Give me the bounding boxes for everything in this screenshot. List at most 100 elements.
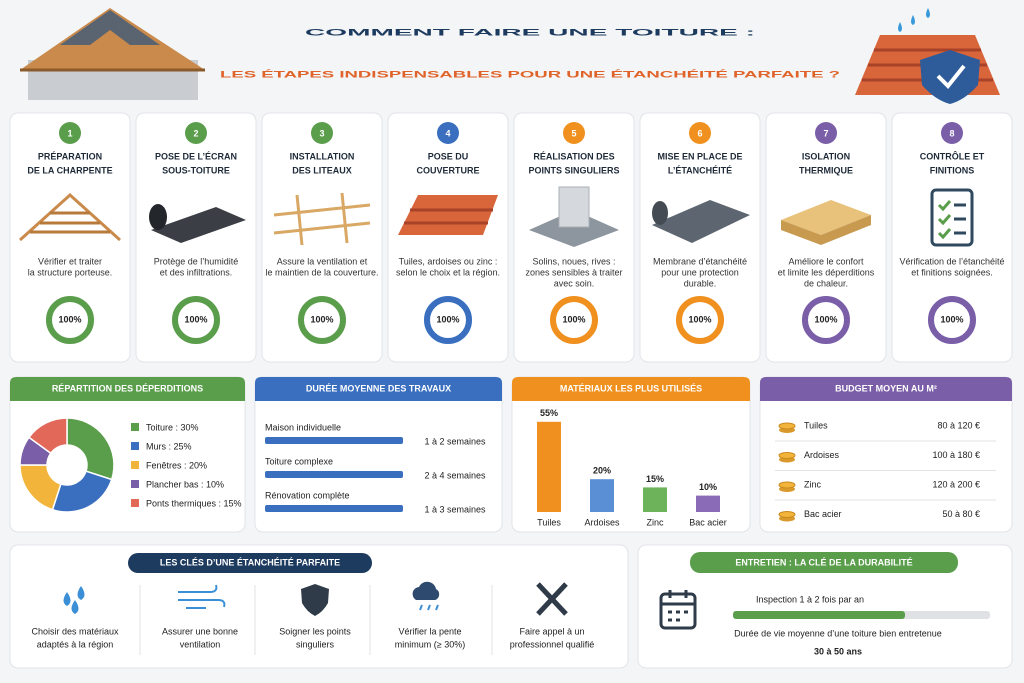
step-illustration (937, 200, 952, 212)
step-description: avec soin. (554, 278, 595, 288)
step-number: 2 (193, 128, 198, 138)
legend-label: Ponts thermiques : 15% (146, 498, 242, 508)
pie-slice (66, 417, 115, 481)
step-number: 7 (823, 128, 828, 138)
budget-price: 100 à 180 € (932, 450, 980, 460)
key-text: Assurer une bonne (162, 626, 238, 636)
step-card: 4 POSE DU COUVERTURE Tuiles, ardoises ou zi… (387, 112, 509, 363)
progress-ring (676, 296, 724, 344)
pie-slice (27, 417, 68, 455)
progress-ring (550, 296, 598, 344)
step-illustration (529, 210, 619, 247)
step-badge (941, 122, 963, 144)
shield (301, 584, 329, 616)
key-text: singuliers (296, 639, 335, 649)
progress-ring (172, 296, 220, 344)
key-icon (412, 581, 440, 611)
step-description: pour une protection (661, 267, 739, 277)
step-illustration (404, 208, 493, 225)
bar (590, 479, 614, 512)
drop (71, 600, 79, 614)
progress-label: 100% (814, 314, 837, 324)
step-description: Tuiles, ardoises ou zinc : (399, 256, 498, 266)
drop (77, 586, 85, 600)
step-title: COUVERTURE (416, 165, 479, 175)
bar (537, 421, 561, 512)
x-tick-label: Zinc (646, 517, 664, 527)
pill (128, 553, 372, 573)
key-icon (301, 584, 329, 616)
card (387, 112, 509, 363)
bar-value-label: 10% (699, 482, 717, 492)
panel-header (10, 377, 245, 401)
duration-value: 1 à 2 semaines (424, 436, 486, 446)
budget-material: Bac acier (804, 509, 842, 519)
progress-ring (928, 296, 976, 344)
step-card: 6 MISE EN PLACE DE L’ÉTANCHÉITÉ Membrane d’… (639, 112, 761, 363)
roof-illustration (20, 8, 205, 100)
bar (643, 487, 667, 512)
step-title: INSTALLATION (290, 151, 355, 161)
step-title: PRÉPARATION (38, 151, 102, 161)
x-tick-label: Bac acier (689, 517, 727, 527)
step-description: et des infiltrations. (160, 267, 233, 277)
coin-icon (778, 511, 796, 518)
step-card: 7 ISOLATION THERMIQUE Améliore le confortet… (765, 112, 887, 363)
progress-label: 100% (184, 314, 207, 324)
legend-swatch (131, 499, 139, 507)
duration-label: Toiture complexe (265, 456, 333, 466)
duration-bar (265, 505, 403, 512)
lifespan-caption: Durée de vie moyenne d’une toiture bien … (734, 628, 942, 638)
legend-label: Fenêtres : 20% (146, 460, 207, 470)
bar (696, 495, 720, 512)
calendar-icon (661, 590, 695, 622)
wind (178, 584, 226, 609)
budget-material: Ardoises (804, 450, 840, 460)
step-title: SOUS-TOITURE (162, 165, 230, 175)
legend-swatch (131, 423, 139, 431)
step-description: Assure la ventilation et (277, 256, 368, 266)
step-description: le maintien de la couverture. (265, 267, 378, 277)
inspection: Inspection 1 à 2 fois par an (756, 594, 864, 604)
step-description: selon le choix et la région. (396, 267, 500, 277)
duration-value: 1 à 3 semaines (424, 504, 486, 514)
x-tick-label: Ardoises (584, 517, 620, 527)
step-description: de chaleur. (804, 278, 848, 288)
drop (63, 592, 71, 606)
budget-price: 120 à 200 € (932, 479, 980, 489)
key-text: Vérifier la pente (398, 626, 461, 636)
bar-value-label: 15% (646, 474, 664, 484)
step-description: Membrane d’étanchéité (653, 256, 747, 266)
step-illustration (149, 204, 167, 230)
step-title: RÉALISATION DES (533, 151, 614, 161)
legend-label: Murs : 25% (146, 441, 192, 451)
pill (690, 552, 958, 573)
step-title: L’ÉTANCHÉITÉ (668, 165, 732, 175)
step-illustration (652, 200, 750, 243)
duration-value: 2 à 4 semaines (424, 470, 486, 480)
step-illustration (398, 195, 498, 235)
step-badge (563, 122, 585, 144)
step-title: POSE DE L’ÉCRAN (155, 151, 237, 161)
coin-icon (778, 481, 796, 489)
budget-material: Tuiles (804, 420, 828, 430)
progress-ring (46, 296, 94, 344)
step-illustration (30, 211, 110, 234)
panel-header (255, 377, 502, 401)
keys-title: LES CLÉS D’UNE ÉTANCHÉITÉ PARFAITE (160, 557, 340, 567)
rain (419, 604, 439, 611)
subtitle: LES ÉTAPES INDISPENSABLES POUR UNE ÉTANC… (220, 69, 840, 79)
coin-icon (778, 422, 796, 430)
key-icon (63, 586, 85, 614)
step-description: durable. (684, 278, 717, 288)
step-title: POINTS SINGULIERS (528, 165, 619, 175)
step-title: DE LA CHARPENTE (27, 165, 112, 175)
key-text: Soigner les points (279, 626, 351, 636)
progress-label: 100% (562, 314, 585, 324)
step-number: 5 (571, 128, 576, 138)
title: COMMENT FAIRE UNE TOITURE : (305, 27, 755, 37)
step-title: ISOLATION (802, 151, 850, 161)
lifespan: 30 à 50 ans (814, 646, 862, 656)
duration-label: Maison individuelle (265, 422, 341, 432)
